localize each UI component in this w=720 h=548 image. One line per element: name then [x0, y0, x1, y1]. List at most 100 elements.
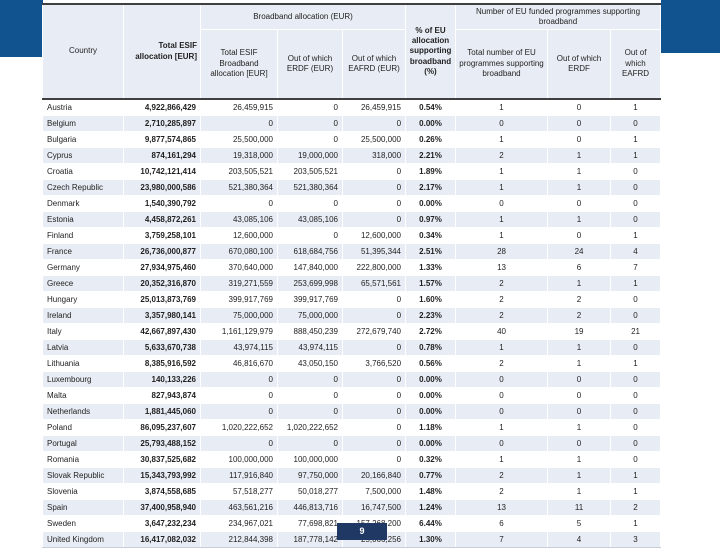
- bb-erdf-cell: 19,000,000: [277, 147, 343, 164]
- pct-cell: 0.78%: [405, 339, 457, 356]
- bb-total-cell: 399,917,769: [200, 291, 278, 308]
- pct-cell: 2.17%: [405, 179, 457, 196]
- pct-cell: 0.32%: [405, 451, 457, 468]
- bb-total-cell: 117,916,840: [200, 467, 278, 484]
- bb-erdf-cell: 0: [277, 371, 343, 388]
- bb-eafrd-cell: 3,766,520: [341, 355, 407, 372]
- broadband-allocation-table: Country Total ESIF allocation [EUR] Broa…: [42, 3, 662, 548]
- prog-eafrd-cell: 1: [610, 227, 662, 244]
- prog-eafrd-cell: 1: [610, 275, 662, 292]
- bb-eafrd-cell: 318,000: [341, 147, 407, 164]
- prog-total-cell: 2: [455, 307, 549, 324]
- prog-eafrd-cell: 0: [610, 387, 662, 404]
- prog-erdf-cell: 1: [547, 339, 612, 356]
- bb-total-cell: 12,600,000: [200, 227, 278, 244]
- bb-erdf-cell: 618,684,756: [277, 243, 343, 260]
- country-cell: Poland: [42, 419, 124, 436]
- total-esif-cell: 827,943,874: [123, 387, 201, 404]
- bb-total-cell: 0: [200, 195, 278, 212]
- bb-erdf-cell: 97,750,000: [277, 467, 343, 484]
- pct-cell: 0.26%: [405, 131, 457, 148]
- country-cell: Netherlands: [42, 403, 124, 420]
- total-esif-cell: 15,343,793,992: [123, 467, 201, 484]
- bb-eafrd-cell: 51,395,344: [341, 243, 407, 260]
- bb-total-cell: 43,974,115: [200, 339, 278, 356]
- bb-total-cell: 0: [200, 371, 278, 388]
- table-row: Austria 4,922,866,429 26,459,915 0 26,459,91…: [42, 98, 662, 116]
- total-esif-cell: 140,133,226: [123, 371, 201, 388]
- pct-cell: 0.56%: [405, 355, 457, 372]
- slide-accent-block-top-right: [661, 0, 720, 53]
- table-row: Bulgaria 9,877,574,865 25,500,000 0 25,500,0…: [42, 131, 662, 148]
- pct-cell: 2.23%: [405, 307, 457, 324]
- bb-total-cell: 670,080,100: [200, 243, 278, 260]
- prog-eafrd-cell: 1: [610, 467, 662, 484]
- prog-total-cell: 2: [455, 291, 549, 308]
- bb-erdf-cell: 0: [277, 227, 343, 244]
- slide-accent-block-top-left: [0, 0, 43, 57]
- bb-total-cell: 0: [200, 387, 278, 404]
- prog-eafrd-cell: 0: [610, 419, 662, 436]
- bb-total-cell: 1,020,222,652: [200, 419, 278, 436]
- bb-total-cell: 100,000,000: [200, 451, 278, 468]
- prog-erdf-cell: 0: [547, 131, 612, 148]
- bb-total-cell: 43,085,106: [200, 211, 278, 228]
- total-esif-cell: 9,877,574,865: [123, 131, 201, 148]
- total-esif-cell: 30,837,525,682: [123, 451, 201, 468]
- bb-eafrd-cell: 26,459,915: [341, 98, 407, 116]
- table-row: Denmark 1,540,390,792 0 0 0 0.00% 0 0 0: [42, 195, 662, 212]
- country-cell: Lithuania: [42, 355, 124, 372]
- bb-total-cell: 1,161,129,979: [200, 323, 278, 340]
- pct-cell: 0.00%: [405, 403, 457, 420]
- pct-cell: 1.57%: [405, 275, 457, 292]
- prog-erdf-cell: 1: [547, 467, 612, 484]
- table-row: Finland 3,759,258,101 12,600,000 0 12,600,00…: [42, 227, 662, 244]
- country-cell: Luxembourg: [42, 371, 124, 388]
- prog-total-cell: 0: [455, 435, 549, 452]
- bb-eafrd-cell: 65,571,561: [341, 275, 407, 292]
- prog-total-cell: 2: [455, 467, 549, 484]
- bb-total-cell: 203,505,521: [200, 163, 278, 180]
- bb-erdf-cell: 43,085,106: [277, 211, 343, 228]
- bb-eafrd-cell: 0: [341, 339, 407, 356]
- prog-eafrd-cell: 1: [610, 515, 662, 532]
- bb-total-cell: 521,380,364: [200, 179, 278, 196]
- group-header-broadband-allocation: Broadband allocation (EUR): [199, 3, 407, 30]
- column-header-bb-erdf: Out of which ERDF (EUR): [277, 29, 343, 100]
- total-esif-cell: 20,352,316,870: [123, 275, 201, 292]
- bb-total-cell: 19,318,000: [200, 147, 278, 164]
- pct-cell: 1.33%: [405, 259, 457, 276]
- prog-eafrd-cell: 1: [610, 355, 662, 372]
- bb-erdf-cell: 0: [277, 115, 343, 132]
- bb-erdf-cell: 50,018,277: [277, 483, 343, 500]
- prog-eafrd-cell: 1: [610, 131, 662, 148]
- bb-eafrd-cell: 0: [341, 195, 407, 212]
- bb-total-cell: 234,967,021: [200, 515, 278, 532]
- total-esif-cell: 26,736,000,877: [123, 243, 201, 260]
- prog-total-cell: 0: [455, 387, 549, 404]
- table-row: Slovenia 3,874,558,685 57,518,277 50,018,27…: [42, 483, 662, 500]
- country-cell: Austria: [42, 98, 124, 116]
- prog-erdf-cell: 24: [547, 243, 612, 260]
- bb-erdf-cell: 100,000,000: [277, 451, 343, 468]
- bb-erdf-cell: 446,813,716: [277, 499, 343, 516]
- prog-erdf-cell: 2: [547, 291, 612, 308]
- prog-total-cell: 13: [455, 259, 549, 276]
- prog-erdf-cell: 1: [547, 451, 612, 468]
- bb-erdf-cell: 43,050,150: [277, 355, 343, 372]
- prog-erdf-cell: 5: [547, 515, 612, 532]
- bb-total-cell: 46,816,670: [200, 355, 278, 372]
- pct-cell: 0.97%: [405, 211, 457, 228]
- column-header-pct-allocation: % of EU allocation supporting broadband …: [405, 3, 457, 100]
- table-row: Croatia 10,742,121,414 203,505,521 203,505,…: [42, 163, 662, 180]
- country-cell: Ireland: [42, 307, 124, 324]
- country-cell: Estonia: [42, 211, 124, 228]
- prog-total-cell: 28: [455, 243, 549, 260]
- prog-total-cell: 1: [455, 419, 549, 436]
- table-row: Portugal 25,793,488,152 0 0 0 0.00% 0 0 0: [42, 435, 662, 452]
- country-cell: Bulgaria: [42, 131, 124, 148]
- bb-eafrd-cell: 20,166,840: [341, 467, 407, 484]
- prog-erdf-cell: 0: [547, 115, 612, 132]
- table-row: France 26,736,000,877 670,080,100 618,684,7…: [42, 243, 662, 260]
- prog-erdf-cell: 6: [547, 259, 612, 276]
